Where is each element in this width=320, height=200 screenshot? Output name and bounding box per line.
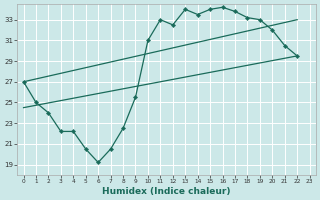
X-axis label: Humidex (Indice chaleur): Humidex (Indice chaleur) [102,187,231,196]
